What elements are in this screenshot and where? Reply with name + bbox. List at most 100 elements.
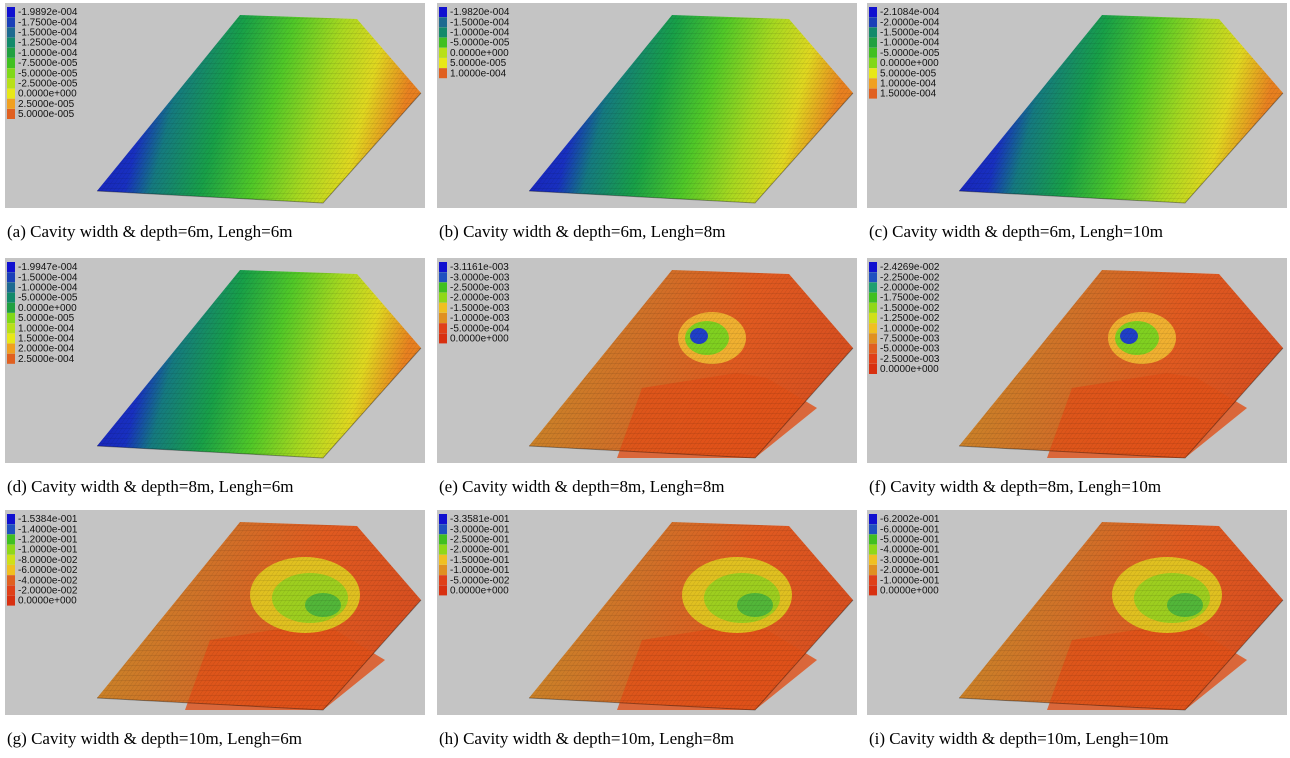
legend-swatch	[7, 544, 15, 555]
legend-swatch	[869, 58, 877, 68]
legend-swatch	[439, 272, 447, 283]
legend-label: -2.0000e-002	[880, 283, 940, 294]
legend-label: -5.0000e-004	[450, 323, 510, 334]
ridge	[958, 347, 1284, 459]
mesh-overlay	[959, 522, 1283, 710]
ridge	[528, 599, 854, 711]
legend-swatch	[7, 78, 15, 89]
legend-label: -1.0000e-004	[18, 48, 78, 59]
legend-label: 1.0000e-004	[18, 323, 75, 334]
legend-label: -1.0000e-004	[18, 283, 78, 294]
legend-label: -4.0000e-002	[18, 575, 78, 586]
legend-swatch	[7, 27, 15, 38]
legend-label: -7.5000e-005	[18, 58, 78, 69]
legend-label: -1.0000e-004	[880, 38, 940, 49]
legend-swatch	[439, 565, 447, 575]
legend-swatch	[439, 544, 447, 555]
caption: (f) Cavity width & depth=8m, Lengh=10m	[869, 477, 1162, 496]
legend-swatch	[7, 282, 15, 293]
legend-swatch	[439, 58, 447, 68]
legend-label: -7.5000e-003	[880, 334, 940, 345]
legend-swatch	[7, 262, 15, 272]
legend-label: -6.0000e-002	[18, 565, 78, 576]
panel-image: -3.3581e-001 -3.0000e-001 -2.5000e-001 -2.0…	[437, 510, 857, 715]
legend-label: -1.5000e-001	[450, 555, 510, 566]
legend-swatch	[7, 343, 15, 354]
panel-image: -2.1084e-004 -2.0000e-004 -1.5000e-004 -1.0…	[867, 3, 1287, 208]
contour-plot: -2.1084e-004-2.0000e-004-1.5000e-004-1.0…	[867, 3, 1287, 208]
legend-swatch	[439, 514, 447, 524]
legend-label: 0.0000e+000	[450, 48, 509, 59]
legend-label: -2.2500e-002	[880, 272, 940, 283]
legend-swatch	[869, 262, 877, 272]
legend-swatch	[7, 17, 15, 28]
legend-label: -5.0000e-005	[18, 293, 78, 304]
legend-label: -6.2002e-001	[880, 514, 940, 525]
caption: (e) Cavity width & depth=8m, Lengh=8m	[439, 477, 725, 496]
ridge	[528, 347, 854, 459]
legend-label: -1.0000e-002	[880, 323, 940, 334]
legend-label: 0.0000e+000	[880, 586, 939, 597]
legend-swatch	[439, 292, 447, 303]
legend-swatch	[869, 333, 877, 344]
legend-swatch	[7, 37, 15, 48]
contour-plot: -3.1161e-003-3.0000e-003-2.5000e-003-2.0…	[437, 258, 857, 463]
legend-label: -5.0000e-001	[880, 535, 940, 546]
legend-label: -1.2000e-001	[18, 535, 78, 546]
mesh-overlay	[529, 270, 853, 458]
legend-swatch	[7, 565, 15, 575]
legend-label: 0.0000e+000	[880, 364, 939, 375]
caption: (d) Cavity width & depth=8m, Lengh=6m	[7, 477, 294, 496]
legend-label: -1.2500e-002	[880, 313, 940, 324]
panel-image: -1.9892e-004 -1.7500e-004 -1.5000e-004 -1.2…	[5, 3, 425, 208]
legend-swatch	[869, 585, 877, 596]
legend-swatch	[7, 313, 15, 323]
legend-label: -2.0000e-002	[18, 586, 78, 597]
legend-label: -1.5000e-004	[880, 28, 940, 39]
legend-label: -5.0000e-005	[18, 68, 78, 79]
legend-swatch	[439, 575, 447, 586]
panel-image: -2.4269e-002 -2.2500e-002 -2.0000e-002 -1.7…	[867, 258, 1287, 463]
legend-swatch	[439, 47, 447, 58]
legend-swatch	[7, 554, 15, 565]
legend-label: -1.9820e-004	[450, 7, 510, 18]
legend-label: 5.0000e-005	[18, 313, 75, 324]
legend-label: -3.1161e-003	[450, 262, 509, 273]
contour-plot: -2.4269e-002-2.2500e-002-2.0000e-002-1.7…	[867, 258, 1287, 463]
legend-label: 0.0000e+000	[18, 596, 77, 607]
legend-swatch	[869, 575, 877, 586]
legend-label: -1.5000e-004	[450, 17, 510, 28]
legend-label: 5.0000e-005	[450, 58, 507, 69]
contour-plot: -1.9947e-004-1.5000e-004-1.0000e-004-5.0…	[5, 258, 425, 463]
legend-label: -2.0000e-003	[450, 293, 510, 304]
legend-swatch	[7, 575, 15, 586]
legend-swatch	[869, 292, 877, 303]
legend-swatch	[7, 514, 15, 524]
legend-label: 5.0000e-005	[18, 109, 75, 120]
legend-swatch	[869, 302, 877, 313]
contour-plot: -6.2002e-001-6.0000e-001-5.0000e-001-4.0…	[867, 510, 1287, 715]
legend-swatch	[869, 68, 877, 79]
panel-image: -6.2002e-001 -6.0000e-001 -5.0000e-001 -4.0…	[867, 510, 1287, 715]
panel-image: -1.5384e-001 -1.4000e-001 -1.2000e-001 -1.0…	[5, 510, 425, 715]
legend-label: 0.0000e+000	[18, 89, 77, 100]
ridge	[958, 92, 1284, 204]
mesh-overlay	[529, 15, 853, 203]
legend-swatch	[7, 333, 15, 344]
legend-label: -2.5000e-003	[450, 283, 510, 294]
legend-swatch	[7, 98, 15, 109]
legend-swatch	[869, 323, 877, 334]
legend-label: 1.0000e-004	[880, 79, 937, 90]
legend-label: 0.0000e+000	[18, 303, 77, 314]
legend-swatch	[7, 323, 15, 334]
legend-label: 0.0000e+000	[450, 586, 509, 597]
legend-label: -1.4000e-001	[18, 524, 78, 535]
legend-label: -2.4269e-002	[880, 262, 940, 273]
legend-label: -2.0000e-001	[880, 565, 940, 576]
legend-swatch	[869, 282, 877, 293]
legend-label: -2.5000e-003	[880, 354, 940, 365]
legend-swatch	[869, 554, 877, 565]
legend-label: -1.0000e-001	[880, 575, 940, 586]
legend-swatch	[869, 78, 877, 89]
legend-label: -2.5000e-005	[18, 79, 78, 90]
